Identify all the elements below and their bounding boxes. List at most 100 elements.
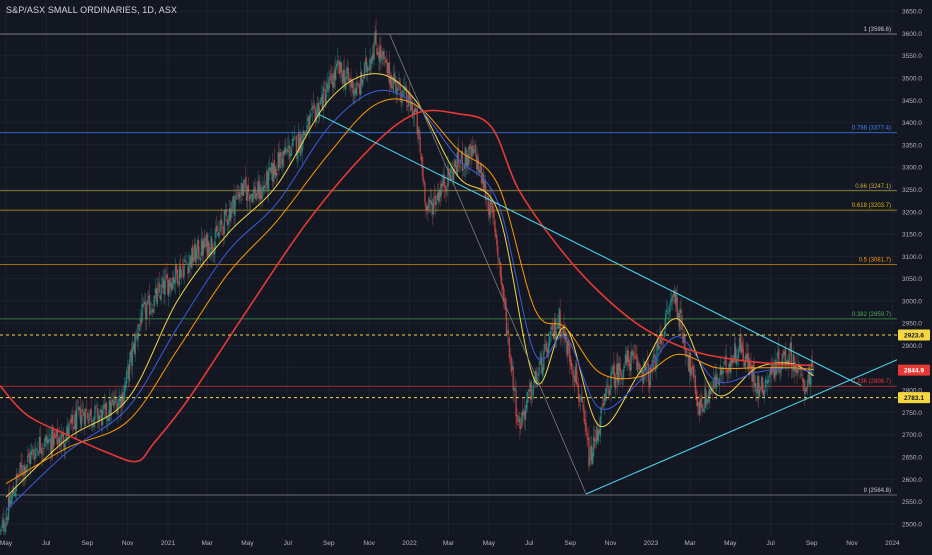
candle-body	[710, 389, 712, 395]
candle-body	[371, 55, 373, 64]
candle-body	[366, 65, 369, 73]
candle-body	[737, 349, 740, 358]
candle-body	[741, 342, 744, 352]
candle-body	[76, 408, 78, 430]
candle-body	[243, 179, 246, 182]
candle-body	[322, 86, 324, 111]
candle-body	[361, 79, 364, 87]
candle-body	[378, 53, 380, 60]
trendline[interactable]	[389, 34, 587, 495]
candle-body	[452, 169, 454, 180]
candle-body	[368, 67, 370, 69]
candle-body	[468, 147, 470, 165]
candle-body	[674, 290, 676, 305]
candle-body	[150, 309, 153, 311]
candle-body	[348, 78, 350, 82]
candle-body	[429, 200, 431, 202]
candle-body	[790, 342, 793, 369]
candle-body	[619, 368, 622, 376]
time-tick-label: Mar	[443, 540, 455, 547]
candle-body	[207, 240, 209, 254]
candle-body	[713, 376, 716, 380]
candle-body	[503, 298, 506, 301]
candle-body	[196, 240, 199, 250]
candle-body	[36, 449, 39, 452]
candle-body	[673, 290, 676, 297]
candle-body	[584, 419, 586, 425]
candle-body	[112, 399, 114, 405]
candle-body	[253, 188, 255, 193]
candle-body	[284, 146, 286, 156]
candle-body	[717, 381, 720, 384]
candle-body	[401, 100, 403, 103]
candle-body	[504, 298, 507, 310]
candle-body	[312, 103, 315, 105]
candle-body	[67, 427, 69, 436]
candle-body	[153, 295, 156, 307]
candle-body	[689, 352, 692, 377]
trendline[interactable]	[317, 113, 862, 387]
candle-body	[764, 379, 767, 388]
candle-body	[746, 354, 748, 359]
time-tick-label: Nov	[846, 540, 858, 547]
candle-body	[83, 413, 86, 425]
candle-body	[705, 389, 707, 406]
candle-body	[698, 402, 700, 416]
candle-body	[25, 468, 27, 473]
candle-body	[352, 81, 354, 94]
candle-body	[765, 380, 768, 383]
candle-body	[638, 363, 640, 365]
candle-body	[444, 185, 446, 188]
candle-body	[687, 354, 690, 371]
candle-body	[115, 399, 117, 401]
last-price-badge-bg	[898, 364, 930, 376]
candle-body	[33, 455, 36, 460]
candle-body	[510, 357, 512, 373]
candle-body	[726, 371, 728, 372]
time-axis[interactable]: May Jul Sep Nov 2021 Mar May Jul Sep Nov 2022 Mar Ma…	[0, 540, 900, 547]
candle-body	[372, 53, 374, 60]
candle-body	[487, 196, 489, 211]
price-tick-label: 2650.0	[902, 454, 922, 461]
candle-body	[238, 192, 240, 200]
candle-body	[185, 261, 187, 264]
time-axis-panel[interactable]	[0, 535, 932, 550]
candle-body	[296, 151, 299, 159]
moving-averages	[0, 73, 814, 511]
candle-body	[126, 367, 129, 369]
time-tick-label: Mar	[684, 540, 696, 547]
candle-body	[354, 88, 356, 93]
candle-body	[611, 369, 613, 374]
candle-body	[164, 278, 166, 295]
time-tick-label: May	[241, 540, 254, 547]
trendlines[interactable]	[317, 34, 898, 495]
candle-body	[590, 446, 592, 460]
candle-body	[24, 466, 26, 476]
candle-body	[257, 181, 259, 194]
trendline[interactable]	[585, 359, 898, 495]
candle-body	[396, 89, 398, 96]
candle-body	[6, 517, 9, 520]
candle-body	[311, 105, 314, 110]
candle-body	[808, 366, 811, 385]
price-tick-label: 3300.0	[902, 165, 922, 172]
candle-body	[437, 192, 440, 202]
price-axis-panel[interactable]	[897, 0, 932, 535]
candle-body	[254, 186, 256, 199]
time-tick-label: Mar	[201, 540, 213, 547]
candle-body	[123, 384, 126, 399]
candle-body	[688, 352, 691, 373]
candle-body	[72, 414, 74, 425]
candle-body	[475, 144, 477, 156]
candle-body	[479, 164, 482, 173]
candle-body	[84, 409, 87, 426]
candle-body	[605, 387, 607, 401]
candle-body	[463, 166, 465, 168]
candle-body	[327, 86, 329, 89]
candle-body	[279, 152, 281, 169]
candle-body	[392, 76, 394, 91]
candle-body	[131, 347, 134, 367]
candle-body	[157, 285, 159, 287]
